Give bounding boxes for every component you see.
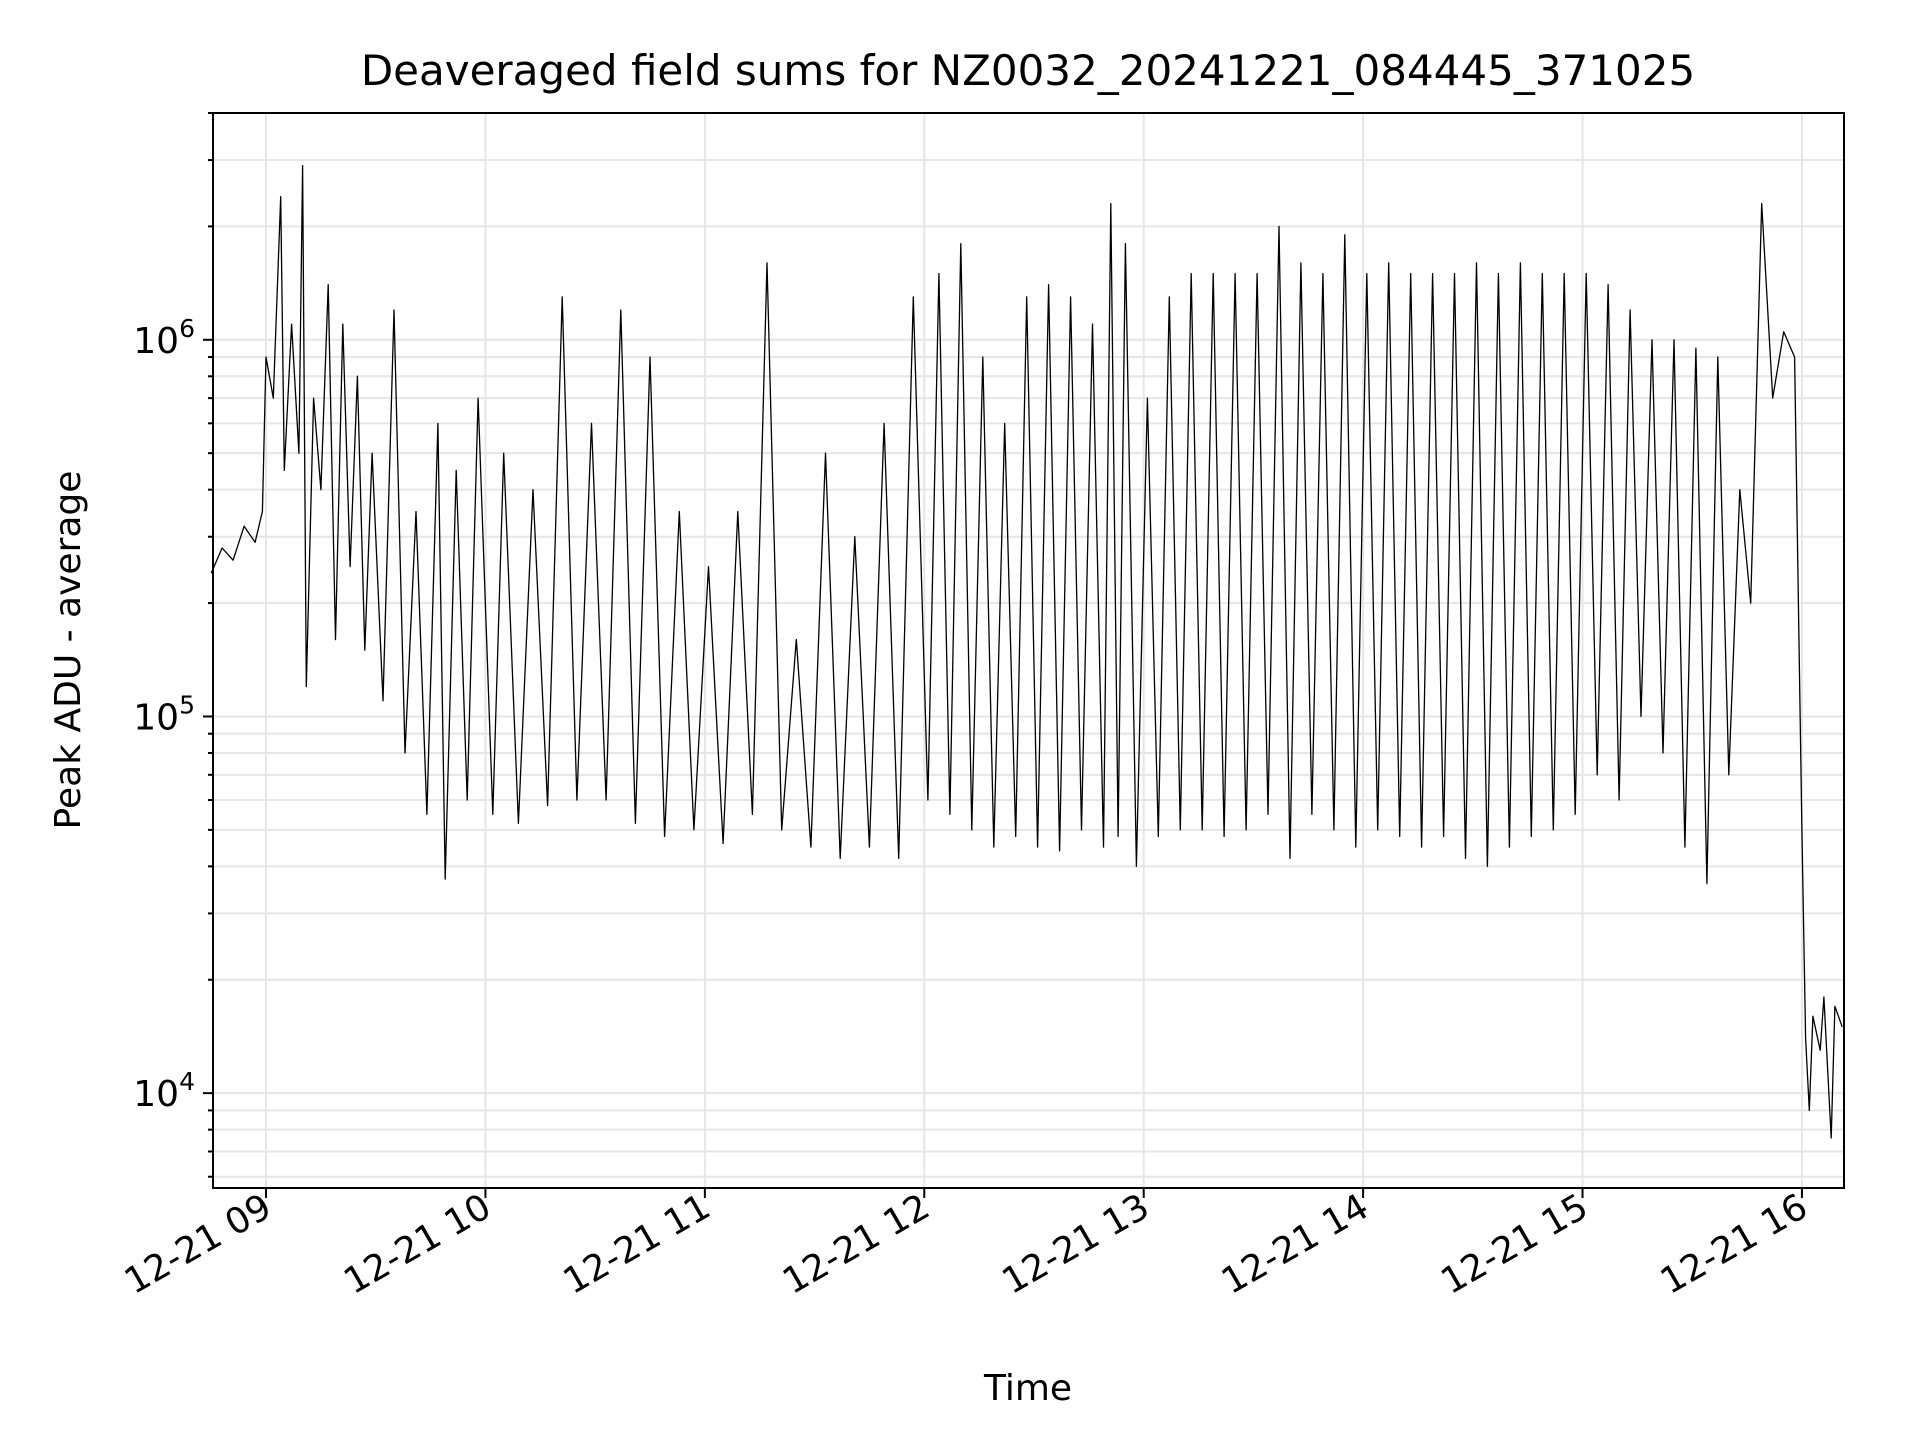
y-tick-label: 104 xyxy=(133,1067,195,1115)
y-tick-label-exponent: 5 xyxy=(179,690,195,719)
grid xyxy=(213,112,1844,1188)
y-tick-label-base: 10 xyxy=(133,321,179,362)
x-tick-label: 12-21 15 xyxy=(1434,1186,1595,1302)
y-tick-label-base: 10 xyxy=(133,1074,179,1115)
y-tick-label: 105 xyxy=(133,690,195,738)
x-tick-label: 12-21 11 xyxy=(557,1186,718,1302)
x-tick-label: 12-21 13 xyxy=(996,1186,1157,1302)
x-axis-label: Time xyxy=(983,1368,1072,1409)
x-tick-label: 12-21 14 xyxy=(1215,1186,1376,1302)
x-tick-label: 12-21 09 xyxy=(118,1186,279,1302)
series-line xyxy=(210,164,1843,1139)
y-axis-label: Peak ADU - average xyxy=(48,471,89,830)
x-tick-label: 12-21 12 xyxy=(776,1186,937,1302)
y-tick-label-exponent: 4 xyxy=(179,1067,195,1096)
plot-frame xyxy=(212,112,1845,1189)
chart-title: Deaveraged field sums for NZ0032_2024122… xyxy=(361,46,1695,95)
x-axis-ticks: 12-21 09 12-21 10 12-21 11 12-21 12 12-21 13… xyxy=(118,1186,1815,1302)
x-tick-label: 12-21 10 xyxy=(337,1186,498,1302)
x-tick-label: 12-21 16 xyxy=(1654,1186,1815,1302)
y-tick-label-exponent: 6 xyxy=(179,314,195,343)
y-tick-label: 106 xyxy=(133,314,195,362)
y-tick-label-base: 10 xyxy=(133,697,179,738)
series-layer xyxy=(210,164,1843,1139)
